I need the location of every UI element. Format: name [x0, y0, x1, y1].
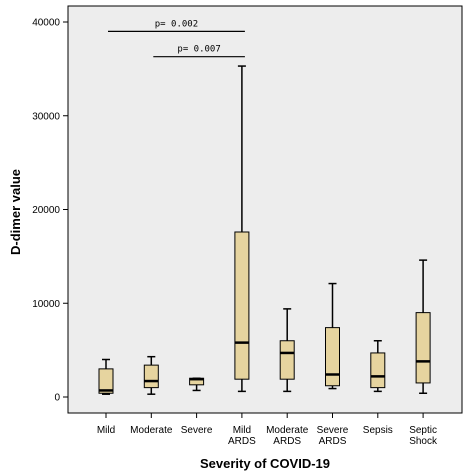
x-axis-title: Severity of COVID-19: [200, 456, 330, 471]
iqr-box: [370, 352, 386, 389]
plot-area: [67, 5, 463, 414]
p-value-label: p= 0.007: [177, 45, 220, 55]
box-group: [189, 377, 205, 392]
box-group: [325, 282, 340, 390]
box-group: [234, 65, 250, 393]
significance-annotations: p= 0.002 p= 0.007: [108, 19, 245, 58]
box-group: [415, 259, 431, 394]
y-tick-label: 30000: [32, 111, 60, 122]
iqr-box: [234, 231, 250, 380]
x-tick-label: Moderate ARDS: [266, 425, 309, 447]
iqr-box: [279, 340, 295, 380]
x-tick-label: Severe ARDS: [317, 425, 349, 447]
iqr-box: [98, 368, 114, 394]
y-tick-label: 40000: [32, 18, 60, 29]
box-group: [370, 340, 386, 393]
p-value-label: p= 0.002: [155, 19, 198, 29]
x-tick-label: Sepsis: [363, 425, 393, 436]
box-group: [98, 358, 114, 395]
y-tick-label: 0: [54, 393, 60, 404]
x-tick-label: Severe: [181, 425, 213, 436]
y-tick-label: 10000: [32, 299, 60, 310]
y-axis-title: D-dimer value: [8, 169, 23, 255]
iqr-box: [415, 312, 431, 384]
x-tick-label: Moderate: [130, 425, 173, 436]
x-tick-label: Mild ARDS: [228, 425, 256, 447]
iqr-box: [143, 364, 159, 389]
x-axis: Mild Moderate Severe Mild ARDS Moderate ARDS Se…: [97, 413, 438, 447]
x-tick-label: Mild: [97, 425, 115, 436]
y-tick-label: 20000: [32, 205, 60, 216]
box-group: [143, 355, 159, 395]
x-tick-label: Septic Shock: [409, 425, 438, 447]
iqr-box: [325, 327, 340, 387]
box-series: [98, 65, 431, 395]
box-group: [279, 308, 295, 393]
y-axis: 0 10000 20000 30000 40000: [32, 18, 68, 404]
